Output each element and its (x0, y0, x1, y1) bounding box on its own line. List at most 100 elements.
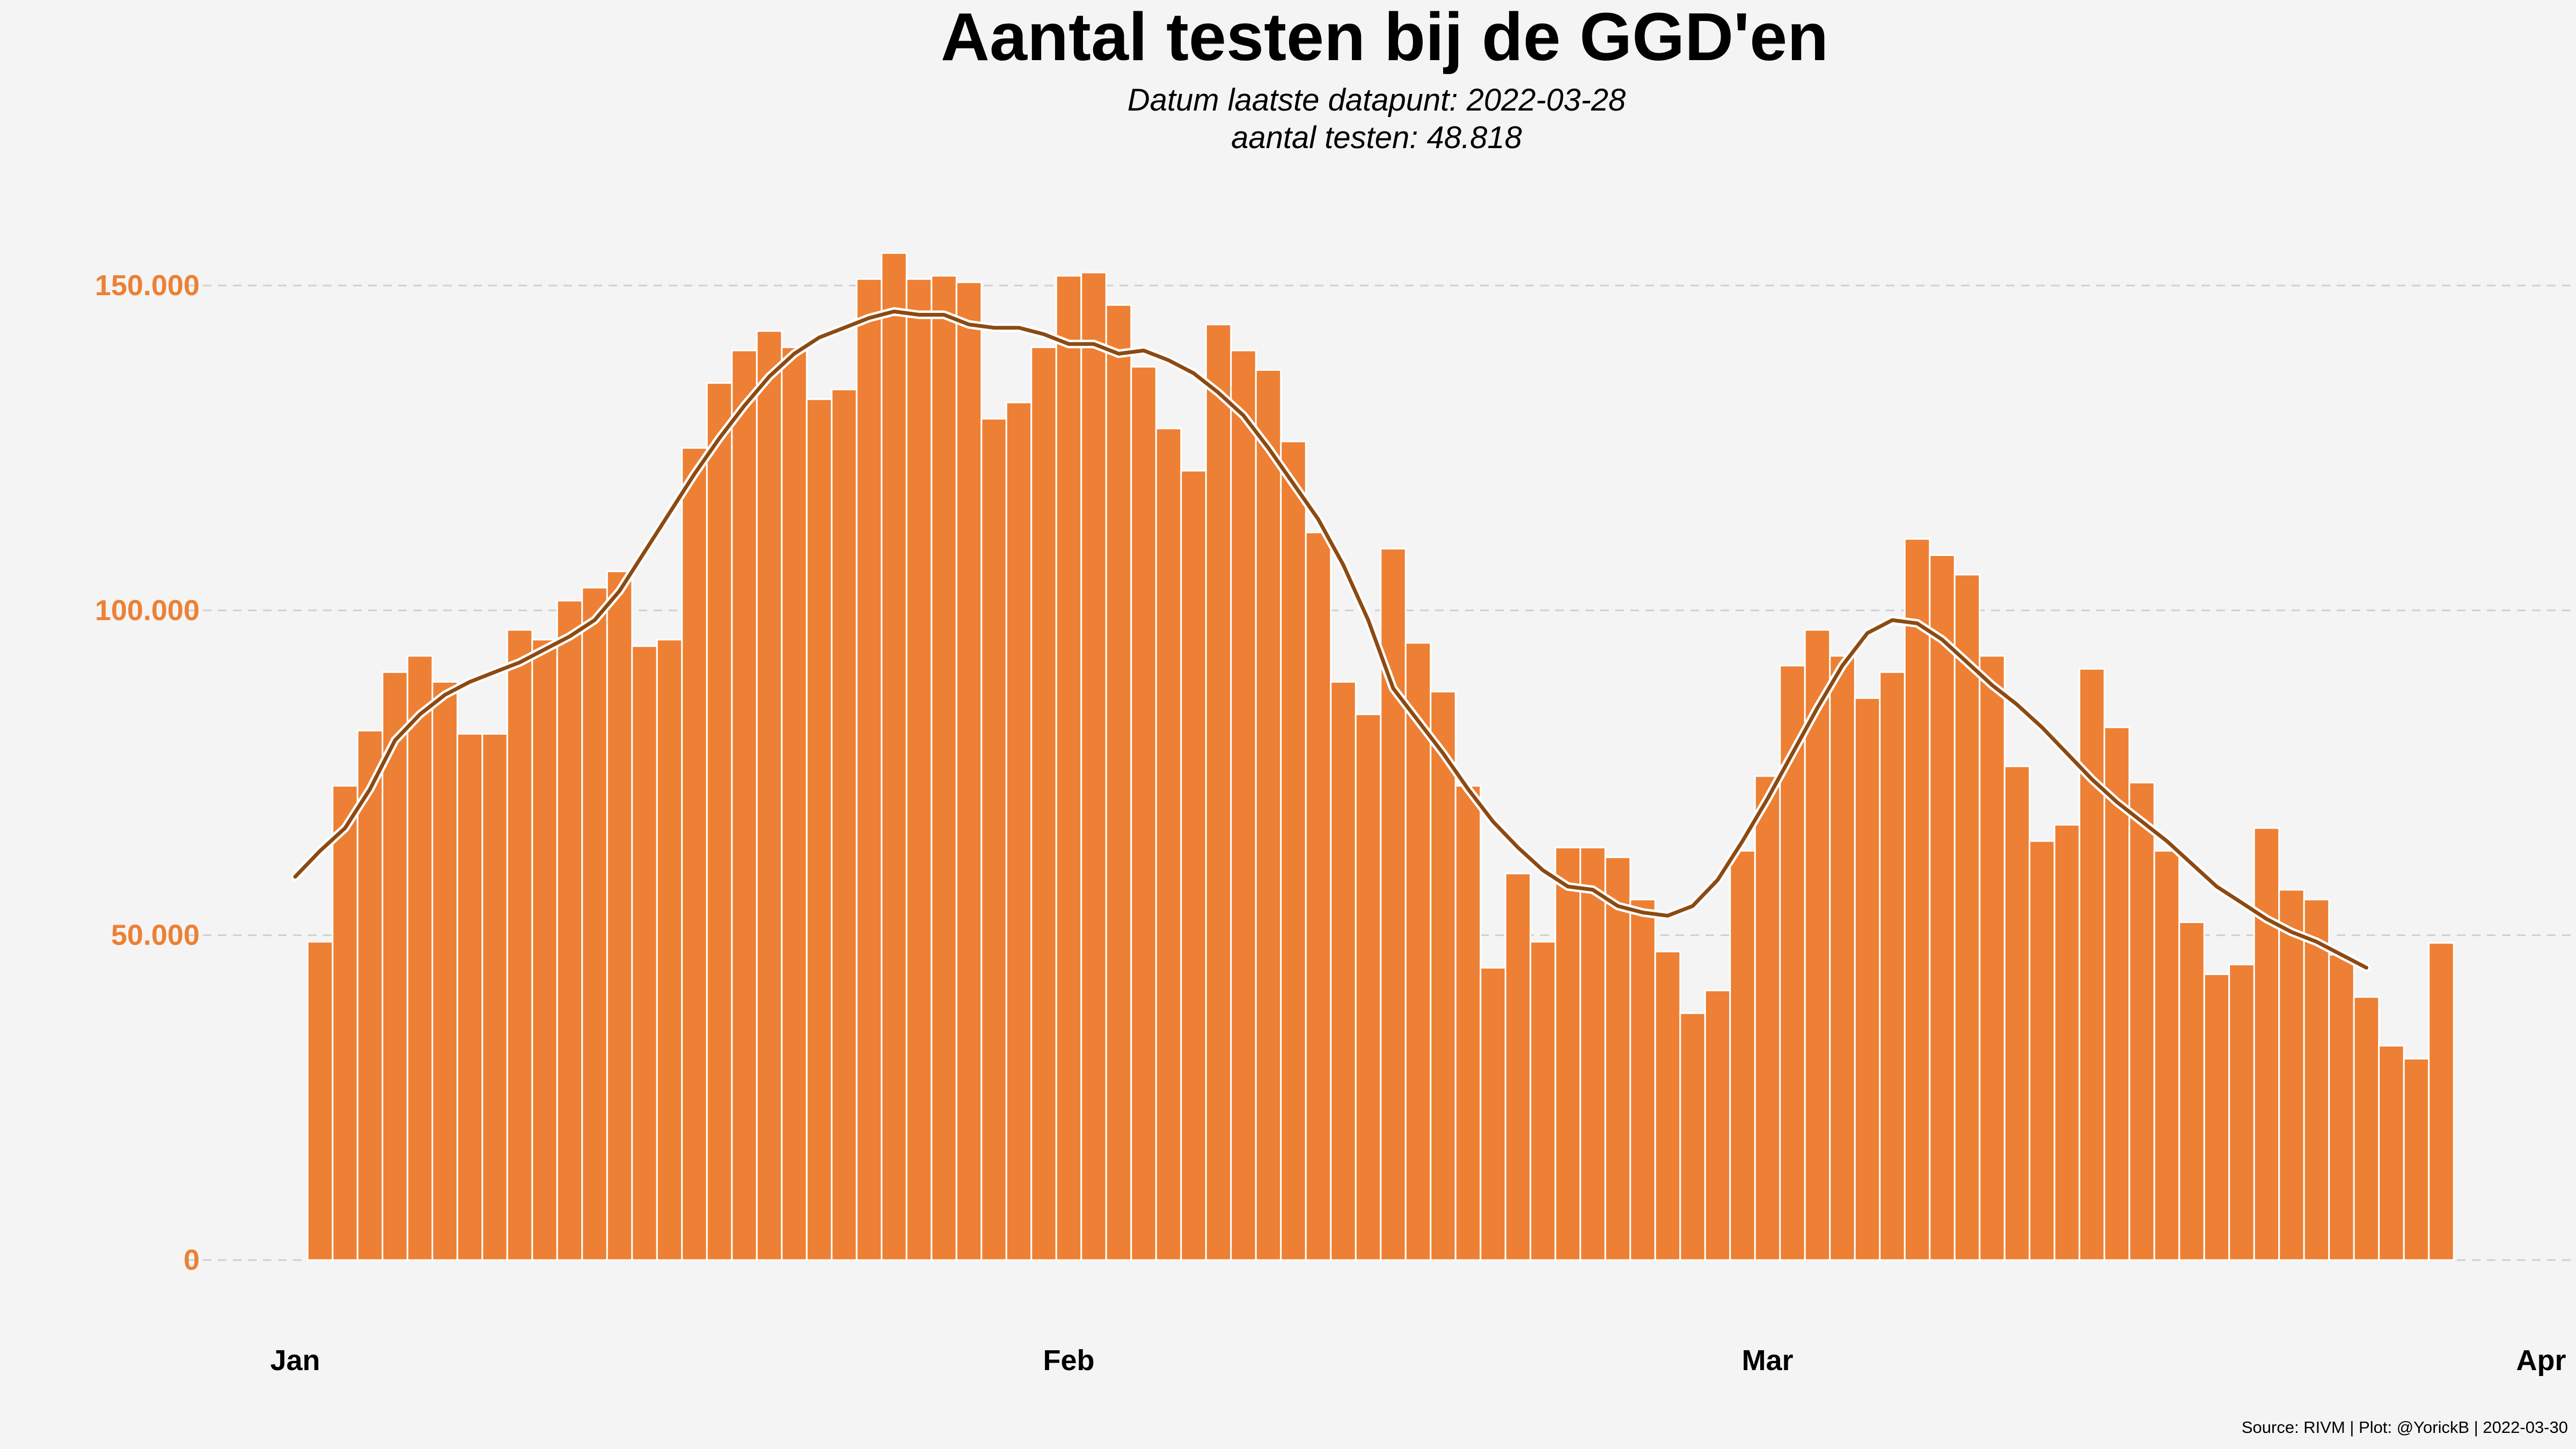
x-tick-label: Mar (1741, 1344, 1793, 1377)
bar (481, 733, 508, 1261)
bar (1155, 427, 1182, 1261)
bar (2353, 996, 2380, 1261)
bar (382, 671, 408, 1261)
bar (1055, 275, 1082, 1261)
y-tick-label: 100.000 (95, 594, 200, 626)
bar (656, 639, 683, 1261)
bar (1854, 697, 1881, 1261)
bar (1904, 538, 1931, 1261)
x-tick-label: Feb (1043, 1344, 1094, 1377)
chart-caption: Source: RIVM | Plot: @YorickB | 2022-03-… (2242, 1418, 2568, 1437)
bar (506, 629, 533, 1261)
bar (955, 281, 983, 1261)
bar (1255, 369, 1282, 1261)
bar (1105, 304, 1132, 1261)
bar (456, 733, 484, 1261)
bar (1704, 990, 1731, 1261)
bar (2029, 840, 2055, 1261)
bar (1729, 850, 1756, 1261)
bar (706, 382, 733, 1261)
bar (1404, 642, 1432, 1261)
bar (531, 639, 558, 1261)
bar (1879, 671, 1906, 1261)
bar (581, 587, 608, 1261)
bar (1579, 846, 1606, 1261)
bar (731, 349, 758, 1261)
bar (2328, 954, 2355, 1261)
bar (1829, 655, 1856, 1261)
bar (306, 941, 334, 1261)
bar (1604, 856, 1631, 1261)
bar (1629, 898, 1656, 1261)
bar (1005, 401, 1033, 1261)
bar (1080, 272, 1107, 1261)
chart-subtitle-line-1: Datum laatste datapunt: 2022-03-28 (1128, 83, 1626, 118)
bar (781, 346, 808, 1261)
trend-line-group (291, 307, 2371, 972)
bar (406, 655, 434, 1261)
y-tick-label: 150.000 (95, 269, 200, 302)
bar (2278, 889, 2305, 1261)
bar (356, 729, 384, 1261)
bar (1504, 873, 1532, 1261)
bar (1979, 655, 2006, 1261)
bar (831, 389, 858, 1261)
bar (1030, 346, 1057, 1261)
bar (1430, 691, 1457, 1261)
bar (1355, 713, 1382, 1261)
bar (2128, 781, 2155, 1261)
y-tick-label: 0 (184, 1244, 200, 1276)
bar (1330, 681, 1357, 1261)
bar (931, 275, 957, 1261)
bar (905, 278, 933, 1261)
bar (1280, 441, 1307, 1261)
bar (1180, 470, 1207, 1261)
bar (2053, 824, 2081, 1261)
bar (1654, 950, 1681, 1261)
bar (1754, 775, 1781, 1261)
bar (1205, 324, 1232, 1261)
bar (2079, 668, 2105, 1261)
bar (881, 252, 908, 1261)
bar (332, 785, 358, 1261)
bar (556, 599, 583, 1261)
bar (1480, 967, 1506, 1261)
chart-subtitle-line-2: aantal testen: 48.818 (1231, 120, 1522, 155)
bars (306, 252, 2455, 1261)
bar (806, 398, 833, 1261)
bar (431, 681, 458, 1261)
bar (855, 278, 883, 1261)
bar (1305, 531, 1332, 1261)
bar (2203, 973, 2230, 1261)
bar (1130, 365, 1157, 1261)
bar (2178, 921, 2205, 1261)
bar (2253, 827, 2280, 1261)
bar (1804, 629, 1831, 1261)
x-tick-label: Apr (2516, 1344, 2566, 1377)
bar (1454, 785, 1482, 1261)
chart-title: Aantal testen bij de GGD'en (941, 0, 1828, 75)
x-axis-ticks: Jan Feb Mar Apr (270, 1344, 2566, 1377)
bar (2153, 850, 2180, 1261)
x-tick-label: Jan (270, 1344, 320, 1377)
bar (606, 570, 633, 1261)
y-axis-ticks: 0 50.000 100.000 150.000 (95, 269, 200, 1276)
bar (1529, 941, 1556, 1261)
bar (1929, 554, 1956, 1261)
bar (1679, 1012, 1706, 1261)
bar (756, 330, 783, 1261)
bar (681, 447, 708, 1261)
bar (2003, 765, 2031, 1261)
trend-line (293, 309, 2368, 970)
bar (980, 418, 1007, 1261)
bar (1953, 574, 1981, 1261)
bar (631, 645, 658, 1261)
bar (2428, 942, 2455, 1261)
bar (1230, 349, 1257, 1261)
y-tick-label: 50.000 (111, 919, 200, 952)
bar (2403, 1058, 2430, 1261)
bar (1554, 846, 1582, 1261)
bar (2378, 1044, 2405, 1261)
bar (2228, 963, 2255, 1261)
